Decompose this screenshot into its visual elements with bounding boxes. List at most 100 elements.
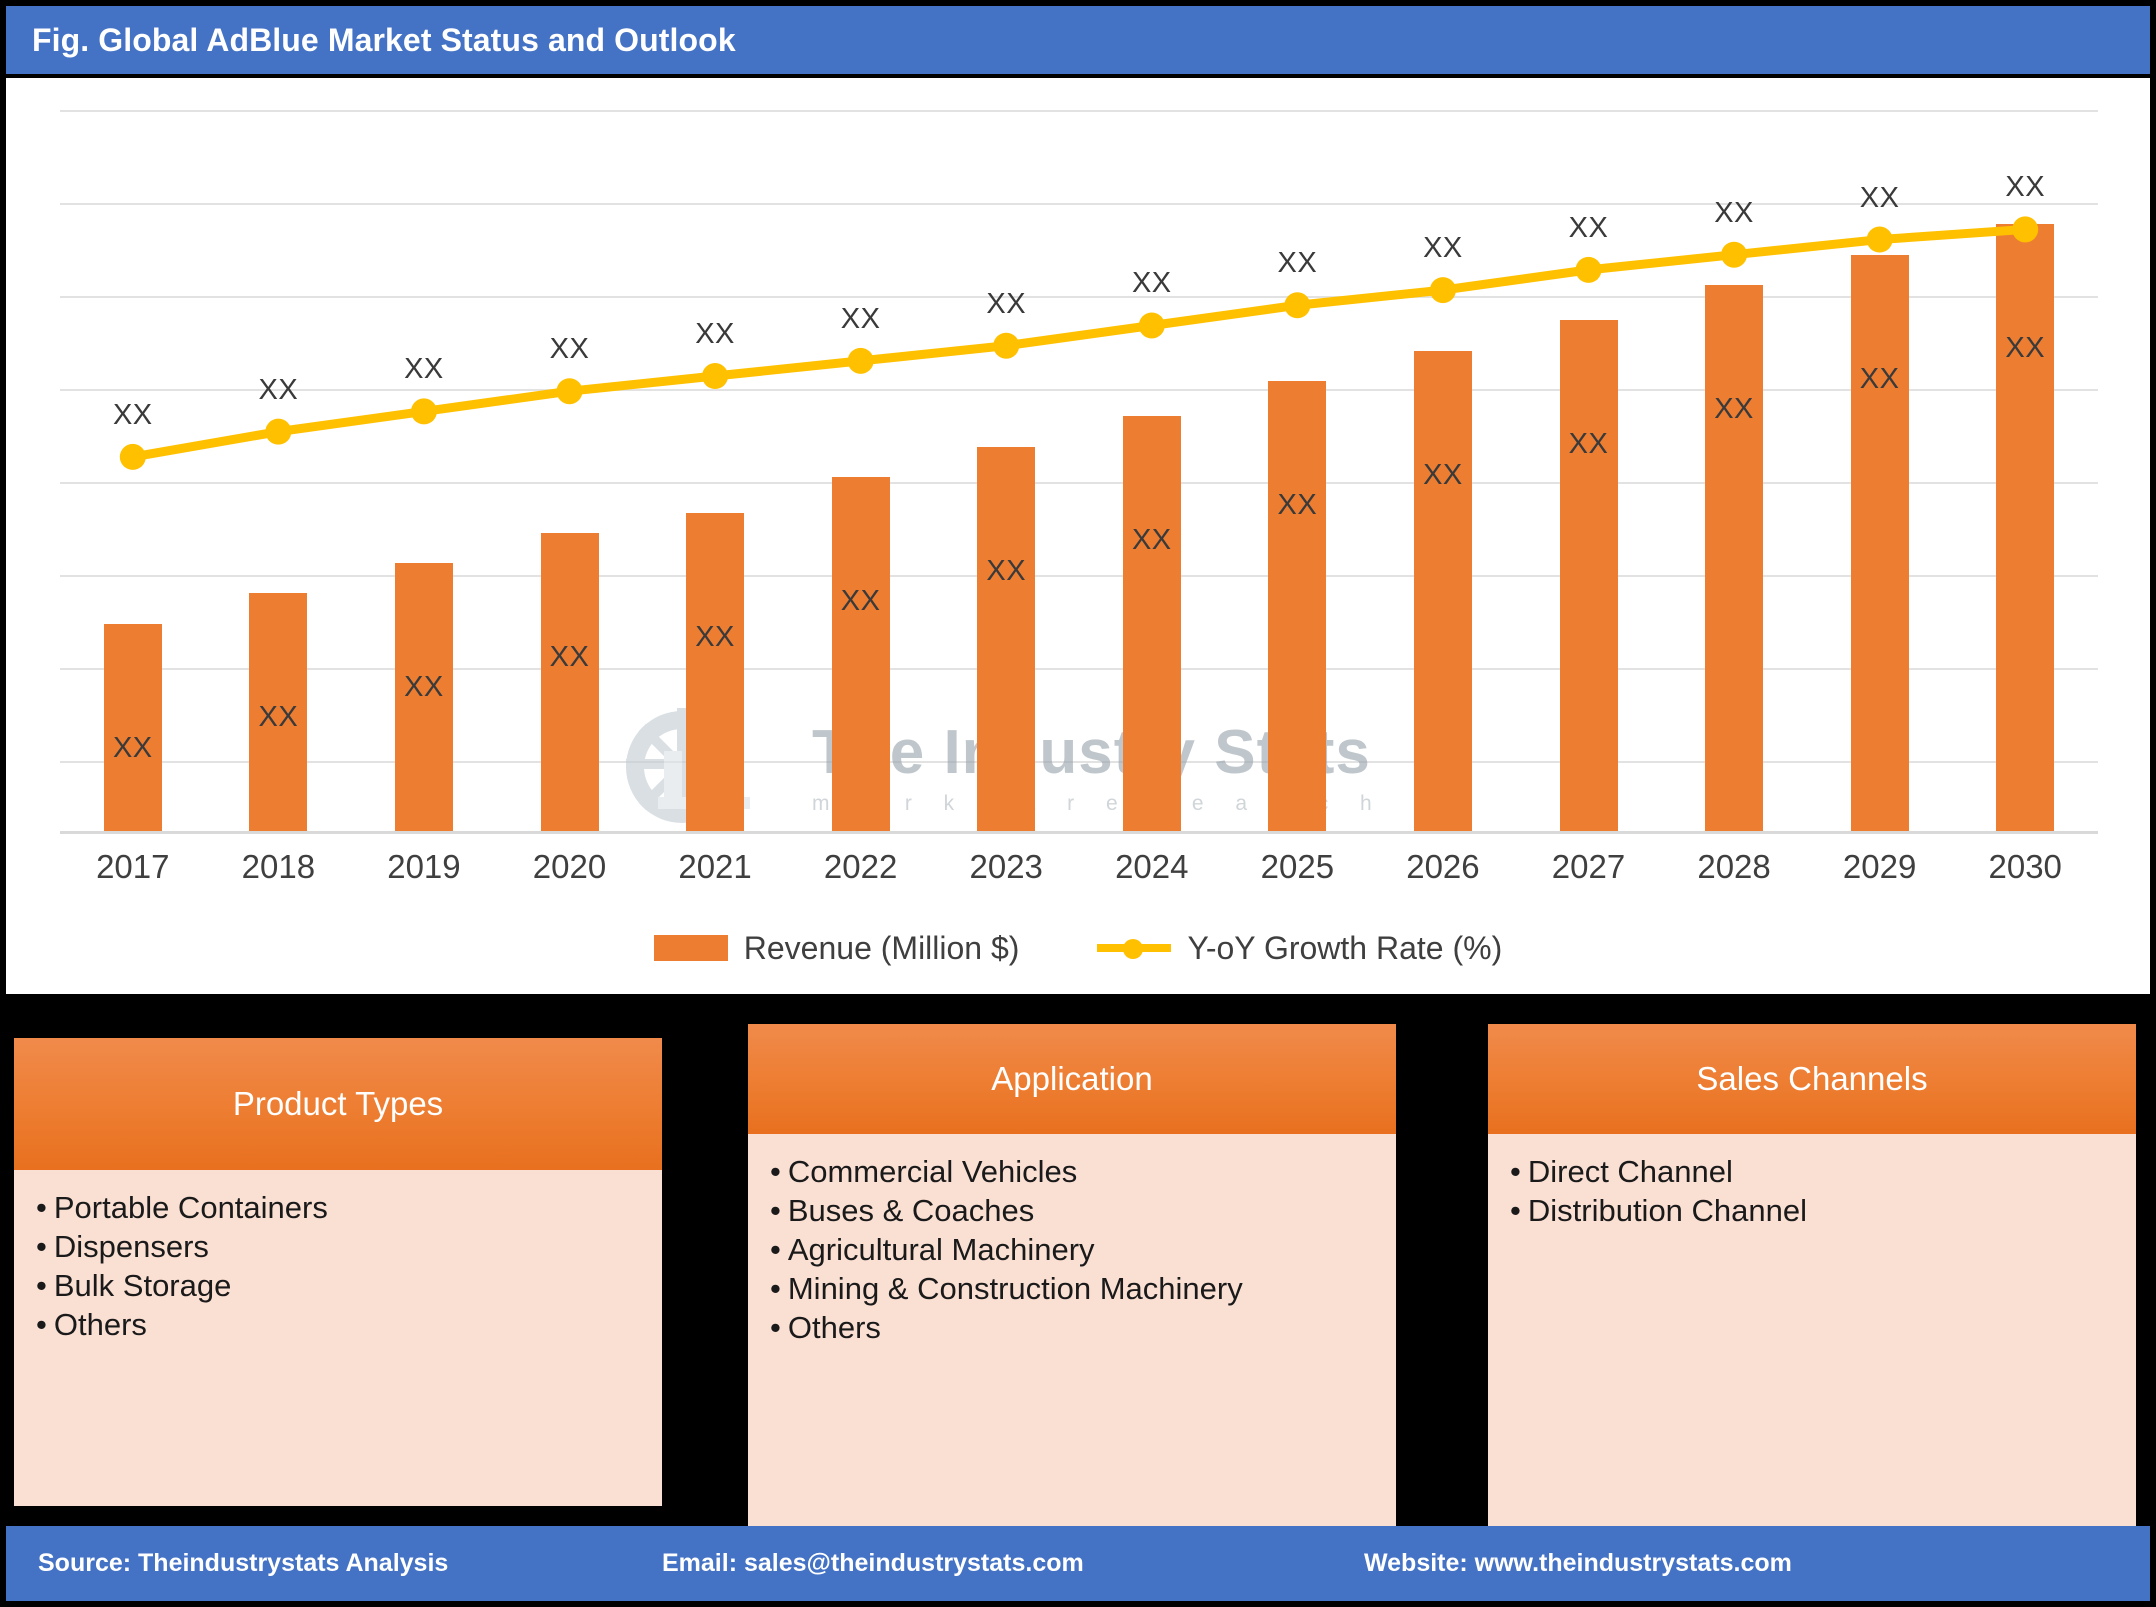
bar-2020[interactable] [540, 532, 599, 831]
panel-list-item-label: Others [787, 1310, 881, 1346]
bar-2023[interactable] [977, 446, 1036, 831]
gridline [60, 389, 2098, 391]
line-value-label: XX [1131, 267, 1172, 300]
bar-2021[interactable] [686, 512, 745, 831]
growth-rate-point-2024[interactable] [1138, 312, 1165, 339]
bar-value-label: XX [1131, 524, 1172, 557]
panel-list-item: • Mining & Construction Machinery [770, 1269, 1374, 1308]
figure-footer: Source: Theindustrystats Analysis Email:… [6, 1526, 2150, 1601]
growth-rate-point-2020[interactable] [556, 378, 583, 405]
figure-title-bar: Fig. Global AdBlue Market Status and Out… [6, 6, 2150, 74]
bar-value-label: XX [258, 701, 299, 734]
bar-2022[interactable] [831, 477, 890, 831]
bar-2028[interactable] [1705, 285, 1764, 831]
growth-rate-point-2030[interactable] [2012, 216, 2039, 243]
panel-list-item: • Dispensers [36, 1227, 640, 1266]
panel-list-item-label: Distribution Channel [1527, 1193, 1808, 1229]
panel-list-item: • Distribution Channel [1510, 1191, 2114, 1230]
chart-panel: The Industry Stats m a r k e t r e s e a… [6, 78, 2150, 994]
panel-list-item: • Others [36, 1305, 640, 1344]
legend-item-growth-rate[interactable]: Y-oY Growth Rate (%) [1097, 930, 1502, 967]
bullet-icon: • [770, 1271, 781, 1307]
panel-list-item-label: Dispensers [53, 1229, 209, 1265]
bar-2025[interactable] [1268, 381, 1327, 831]
x-axis-tick-2021: 2021 [678, 848, 752, 885]
footer-email[interactable]: Email: sales@theindustrystats.com [662, 1549, 1084, 1577]
line-value-label: XX [258, 373, 299, 406]
panel-list-item: • Agricultural Machinery [770, 1230, 1374, 1269]
gridline [60, 668, 2098, 670]
panel-list-item-label: Direct Channel [1527, 1154, 1733, 1189]
legend-item-revenue[interactable]: Revenue (Million $) [653, 930, 1019, 967]
growth-rate-point-2023[interactable] [993, 332, 1020, 359]
bar-2027[interactable] [1559, 320, 1618, 831]
line-value-label: XX [1277, 247, 1318, 280]
chart-legend: Revenue (Million $) Y-oY Growth Rate (%) [6, 918, 2150, 978]
bullet-icon: • [770, 1310, 781, 1346]
panel-title: Product Types [232, 1085, 444, 1122]
growth-rate-point-2026[interactable] [1429, 277, 1456, 304]
panel-header: Sales Channels [1488, 1024, 2136, 1134]
bar-value-label: XX [1568, 428, 1609, 461]
x-axis-tick-2019: 2019 [387, 848, 461, 885]
bar-2030[interactable] [1996, 224, 2055, 831]
growth-rate-point-2027[interactable] [1575, 256, 1602, 283]
panel-list-item-label: Commercial Vehicles [787, 1154, 1078, 1189]
bar-value-label: XX [840, 585, 881, 618]
growth-rate-point-2029[interactable] [1866, 226, 1893, 253]
bar-2019[interactable] [394, 563, 453, 831]
growth-rate-point-2028[interactable] [1721, 241, 1748, 268]
bullet-icon: • [770, 1154, 781, 1189]
bar-2018[interactable] [249, 593, 308, 831]
bar-value-label: XX [404, 671, 444, 704]
legend-label: Y-oY Growth Rate (%) [1187, 929, 1503, 966]
bar-2017[interactable] [103, 623, 162, 831]
x-axis-labels: 2017 2018 2019 2020 2021 2022 2023 2024 2025 2026… [60, 848, 2098, 898]
panel-list-item-label: Others [53, 1307, 147, 1343]
growth-rate-point-2019[interactable] [410, 398, 437, 425]
line-value-label: XX [840, 302, 881, 335]
bullet-icon: • [1510, 1154, 1521, 1189]
growth-rate-point-2017[interactable] [119, 443, 146, 470]
panel-list-item-label: Mining & Construction Machinery [787, 1271, 1243, 1307]
growth-rate-line [119, 216, 2039, 470]
footer-website[interactable]: Website: www.theindustrystats.com [1364, 1549, 1792, 1577]
gridline [60, 575, 2098, 577]
line-value-label: XX [549, 333, 590, 366]
panel-header: Application [748, 1024, 1396, 1134]
growth-rate-point-2021[interactable] [702, 363, 729, 390]
panel-list-item: • Direct Channel [1510, 1152, 2114, 1191]
gridline [60, 203, 2098, 205]
line-value-label: XX [1859, 181, 1900, 214]
growth-rate-point-2022[interactable] [847, 347, 874, 374]
line-value-label: XX [1714, 196, 1754, 229]
bullet-icon: • [36, 1307, 47, 1343]
line-value-label: XX [112, 398, 153, 431]
bullet-icon: • [770, 1232, 781, 1268]
panel-list-item: • Portable Containers [36, 1188, 640, 1227]
x-axis-tick-2027: 2027 [1551, 848, 1626, 885]
bar-value-label: XX [112, 731, 153, 764]
bar-value-label: XX [1859, 362, 1900, 395]
growth-rate-point-2025[interactable] [1284, 292, 1311, 319]
x-axis-tick-2030: 2030 [1988, 848, 2062, 885]
gridline [60, 761, 2098, 763]
growth-rate-polyline [128, 224, 2030, 462]
panel-title: Application [991, 1060, 1153, 1097]
x-axis-tick-2029: 2029 [1842, 848, 1917, 885]
bar-2024[interactable] [1122, 416, 1181, 831]
line-value-label: XX [1423, 232, 1463, 265]
bar-value-label: XX [1277, 489, 1318, 522]
growth-rate-point-2018[interactable] [265, 418, 292, 445]
bar-2026[interactable] [1413, 350, 1472, 831]
bar-2029[interactable] [1850, 254, 1909, 831]
x-axis-tick-2028: 2028 [1697, 848, 1771, 885]
panel-application: Application • Commercial Vehicles • Buses &… [748, 1024, 1396, 1534]
panel-body: • Portable Containers • Dispensers • Bulk Sto… [14, 1170, 662, 1506]
x-axis-tick-2026: 2026 [1406, 848, 1480, 885]
panel-list-item: • Buses & Coaches [770, 1191, 1374, 1230]
plot-area: The Industry Stats m a r k e t r e s e a… [60, 98, 2098, 834]
panel-list-item: • Others [770, 1308, 1374, 1347]
gridline [60, 110, 2098, 112]
